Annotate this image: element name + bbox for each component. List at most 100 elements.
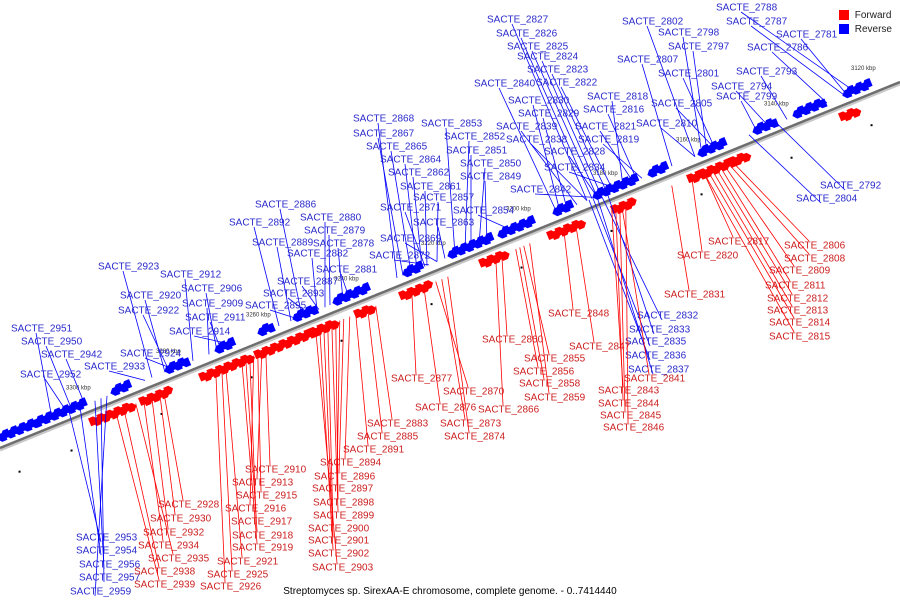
forward-gene-leader <box>123 408 160 568</box>
forward-gene-label: SACTE_2812 <box>767 294 829 305</box>
reverse-gene-label: SACTE_2833 <box>629 325 691 336</box>
reverse-gene-label: SACTE_2879 <box>304 226 366 237</box>
reverse-gene-leader <box>800 38 848 96</box>
reverse-gene-label: SACTE_2906 <box>181 284 243 295</box>
reverse-gene-leader <box>602 143 643 179</box>
reverse-gene-label: SACTE_2892 <box>229 218 291 229</box>
forward-gene-label: SACTE_2843 <box>598 386 660 397</box>
reverse-gene-leader <box>776 123 846 191</box>
forward-gene-label: SACTE_2847 <box>569 342 631 353</box>
forward-gene-label: SACTE_2885 <box>357 432 419 443</box>
reverse-gene-label: SACTE_2804 <box>796 194 858 205</box>
forward-gene-leader <box>135 403 174 555</box>
reverse-gene-label: SACTE_2871 <box>380 203 442 214</box>
forward-gene-leader <box>723 164 795 267</box>
forward-gene-label: SACTE_2866 <box>478 405 540 416</box>
forward-gene-label: SACTE_2897 <box>312 484 374 495</box>
reverse-gene-label: SACTE_2792 <box>820 181 882 192</box>
forward-gene-glyph <box>576 220 587 230</box>
forward-gene-label: SACTE_2926 <box>200 582 262 593</box>
forward-gene-leader <box>731 160 810 242</box>
reverse-gene-leader <box>606 192 655 335</box>
reverse-gene-label: SACTE_2862 <box>388 168 450 179</box>
reverse-gene-label: SACTE_2912 <box>160 270 222 281</box>
scale-label: 3180 kbp <box>593 171 618 177</box>
forward-gene-leader <box>344 316 351 459</box>
forward-gene-leader <box>163 392 184 501</box>
reverse-gene-leader <box>542 117 568 209</box>
forward-gene-label: SACTE_2876 <box>415 403 477 414</box>
scale-label: 3200 kbp <box>506 207 531 213</box>
reverse-gene-glyph <box>226 336 237 347</box>
forward-gene-leader <box>447 276 470 433</box>
forward-gene-label: SACTE_2874 <box>444 432 506 443</box>
reverse-gene-leader <box>560 86 614 191</box>
reverse-gene-label: SACTE_2825 <box>507 42 569 53</box>
reverse-gene-label: SACTE_2793 <box>736 67 798 78</box>
forward-gene-leader <box>707 170 795 319</box>
reverse-gene-label: SACTE_2797 <box>668 42 730 53</box>
reverse-gene-label: SACTE_2914 <box>169 327 231 338</box>
reverse-gene-leader <box>209 321 222 350</box>
minor-feature-mark <box>70 449 73 452</box>
minor-feature-mark <box>18 470 21 473</box>
reverse-gene-label: SACTE_2893 <box>263 289 325 300</box>
reverse-gene-leader <box>771 51 828 104</box>
reverse-gene-label: SACTE_2864 <box>380 155 442 166</box>
reverse-gene-label: SACTE_2854 <box>453 206 515 217</box>
forward-gene-label: SACTE_2809 <box>769 266 831 277</box>
minor-feature-mark <box>520 266 523 269</box>
reverse-gene-leader <box>269 309 298 319</box>
genome-backbone <box>0 80 900 450</box>
reverse-gene-leader <box>600 194 663 321</box>
forward-gene-label: SACTE_2820 <box>677 251 739 262</box>
reverse-gene-label: SACTE_2954 <box>76 546 138 557</box>
reverse-gene-leader <box>184 278 194 361</box>
reverse-gene-leader <box>445 127 456 255</box>
reverse-gene-leader <box>404 163 418 270</box>
reverse-gene-glyph <box>181 357 192 368</box>
reverse-gene-label: SACTE_2850 <box>460 159 522 170</box>
reverse-gene-label: SACTE_2869 <box>380 234 442 245</box>
reverse-gene-label: SACTE_2956 <box>79 560 141 571</box>
reverse-gene-leader <box>740 100 758 132</box>
backbone-shadow <box>0 82 900 452</box>
forward-gene-leader <box>625 204 629 424</box>
reverse-gene-leader <box>498 87 558 214</box>
forward-gene-label: SACTE_2815 <box>769 332 831 343</box>
forward-gene-leader <box>265 350 271 466</box>
reverse-gene-label: SACTE_2824 <box>517 52 579 63</box>
forward-gene-label: SACTE_2910 <box>245 465 307 476</box>
reverse-gene-leader <box>108 370 146 381</box>
forward-gene-label: SACTE_2873 <box>440 419 502 430</box>
reverse-gene-label: SACTE_2801 <box>658 69 720 80</box>
forward-gene-label: SACTE_2925 <box>207 570 269 581</box>
reverse-gene-label: SACTE_2863 <box>413 218 475 229</box>
scale-label: 3280 kbp <box>156 349 181 355</box>
reverse-gene-leader <box>750 25 846 97</box>
forward-gene-label: SACTE_2858 <box>519 379 581 390</box>
forward-gene-label: SACTE_2883 <box>367 419 429 430</box>
reverse-gene-label: SACTE_2781 <box>776 30 838 41</box>
reverse-gene-leader <box>641 63 673 167</box>
reverse-gene-label: SACTE_2799 <box>716 92 778 103</box>
reverse-gene-leader <box>412 176 423 268</box>
forward-gene-leader <box>215 371 226 583</box>
forward-gene-leader <box>619 206 626 412</box>
forward-gene-leader <box>495 257 504 406</box>
forward-gene-label: SACTE_2844 <box>598 399 660 410</box>
reverse-gene-label: SACTE_2889 <box>252 238 314 249</box>
forward-gene-leader <box>423 286 441 404</box>
forward-gene-label: SACTE_2938 <box>134 567 196 578</box>
scale-label: 3140 kbp <box>764 102 789 108</box>
reverse-gene-leader <box>478 167 486 245</box>
reverse-gene-label: SACTE_2952 <box>20 370 82 381</box>
forward-gene-label: SACTE_2901 <box>308 536 370 547</box>
forward-gene-leader <box>715 167 793 295</box>
reverse-gene-leader <box>611 100 624 187</box>
forward-gene-glyph <box>163 385 174 396</box>
reverse-gene-label: SACTE_2838 <box>506 135 568 146</box>
reverse-gene-leader <box>44 378 68 413</box>
forward-gene-leader <box>159 393 176 515</box>
